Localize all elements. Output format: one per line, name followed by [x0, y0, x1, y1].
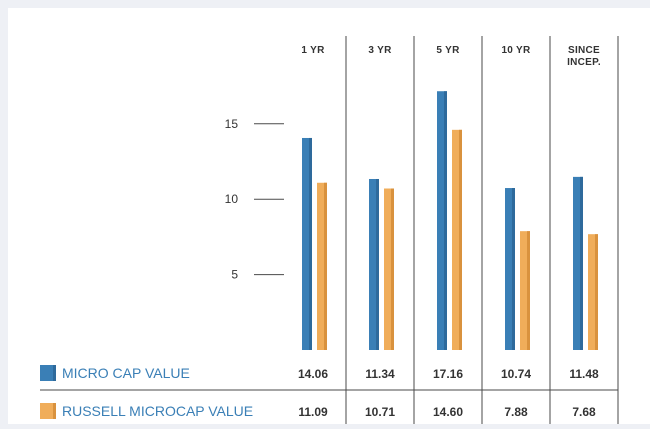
bar-russell-microcap-value — [384, 188, 394, 350]
data-value-label: 7.88 — [504, 405, 528, 419]
data-value-label: 10.71 — [365, 405, 395, 419]
legend-swatch-shading — [53, 365, 56, 381]
bar-shading — [391, 188, 394, 350]
data-value-label: 11.34 — [365, 367, 395, 381]
column-header: SINCE — [568, 45, 600, 56]
data-value-label: 7.68 — [572, 405, 596, 419]
bar-shading — [512, 188, 515, 350]
bar-shading — [309, 137, 312, 350]
data-value-label: 11.48 — [569, 367, 599, 381]
column-header: 3 YR — [368, 45, 392, 56]
column-header: 10 YR — [501, 45, 531, 56]
column-header: INCEP. — [567, 57, 601, 68]
column-header: 1 YR — [301, 45, 325, 56]
legend-swatch — [40, 403, 56, 419]
bar-russell-microcap-value — [520, 231, 530, 350]
bar-micro-cap-value — [437, 91, 447, 350]
chart-panel — [8, 8, 650, 424]
legend-label: MICRO CAP VALUE — [62, 365, 190, 381]
data-value-label: 11.09 — [298, 405, 328, 419]
y-tick-label: 10 — [225, 192, 239, 206]
y-tick-label: 15 — [225, 117, 239, 131]
data-value-label: 14.60 — [433, 405, 463, 419]
bar-micro-cap-value — [573, 176, 583, 350]
legend-swatch-shading — [53, 403, 56, 419]
bar-shading — [376, 178, 379, 350]
bar-shading — [527, 231, 530, 350]
bar-micro-cap-value — [369, 178, 379, 350]
bar-russell-microcap-value — [317, 182, 327, 350]
data-value-label: 17.16 — [433, 367, 463, 381]
bar-shading — [595, 234, 598, 350]
bar-micro-cap-value — [302, 137, 312, 350]
legend-swatch — [40, 365, 56, 381]
y-tick-label: 5 — [231, 268, 238, 282]
bar-shading — [580, 176, 583, 350]
data-value-label: 14.06 — [298, 367, 328, 381]
bar-russell-microcap-value — [588, 234, 598, 350]
bar-russell-microcap-value — [452, 129, 462, 350]
bar-shading — [444, 91, 447, 350]
column-header: 5 YR — [436, 45, 460, 56]
bar-shading — [324, 182, 327, 350]
bar-shading — [459, 129, 462, 350]
bar-micro-cap-value — [505, 188, 515, 350]
legend-label: RUSSELL MICROCAP VALUE — [62, 403, 253, 419]
data-value-label: 10.74 — [501, 367, 531, 381]
